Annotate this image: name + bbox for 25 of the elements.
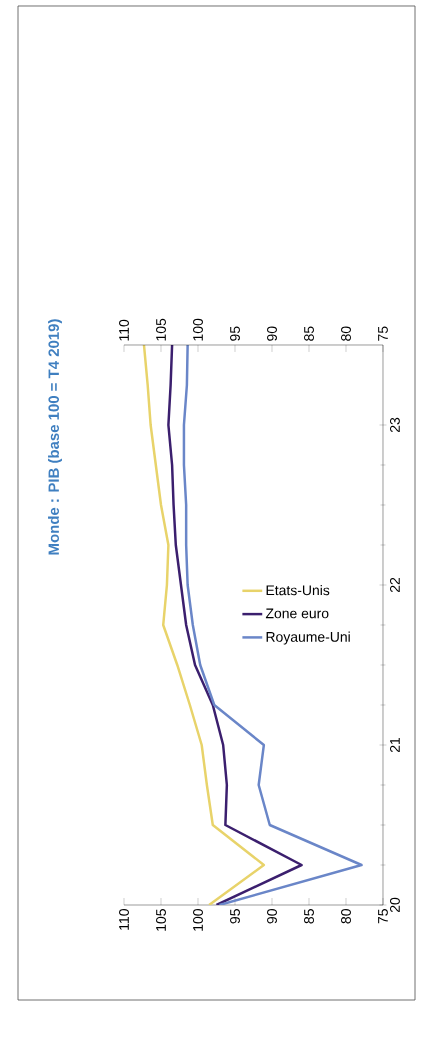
x2-tick-label: 110: [119, 319, 129, 341]
x-tick-label: 100: [193, 909, 203, 931]
legend-label: Zone euro: [265, 608, 329, 619]
y-tick-label: 22: [389, 577, 400, 593]
y-tick-label: 21: [389, 737, 400, 753]
x2-tick-label: 95: [230, 326, 240, 341]
x-tick-label: 85: [304, 909, 314, 924]
x2-tick-label: 80: [341, 326, 351, 341]
x-tick-label: 110: [119, 909, 129, 930]
x-tick-label: 105: [156, 909, 166, 931]
line-series: [182, 345, 363, 905]
x-tick-label: 80: [341, 909, 351, 924]
legend-label: Royaume-Uni: [266, 631, 350, 645]
x-tick-label: 95: [230, 909, 240, 924]
x-tick-label: 75: [378, 909, 388, 924]
x2-tick-label: 85: [304, 326, 314, 341]
x-tick-label: 90: [267, 909, 277, 924]
text: Monde : PIB (base 100 = T4 2019): [48, 319, 62, 555]
x2-tick-label: 105: [156, 318, 166, 341]
x2-tick-label: 75: [378, 326, 388, 341]
y-tick-label: 23: [389, 417, 400, 433]
x2-tick-label: 100: [193, 318, 203, 341]
legend-label: Etats-Unis: [266, 585, 330, 596]
x2-tick-label: 90: [267, 326, 277, 341]
y-tick-label: 20: [389, 897, 400, 913]
